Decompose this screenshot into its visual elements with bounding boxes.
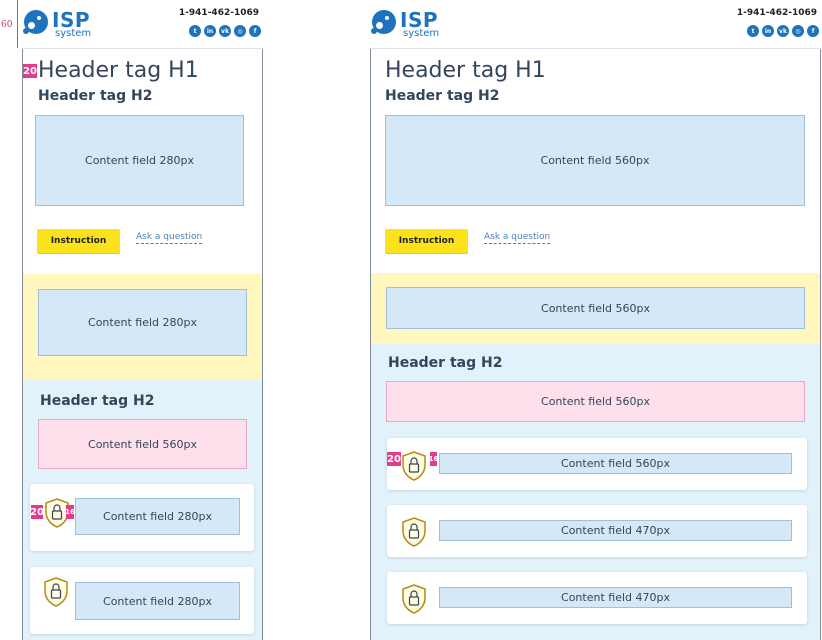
facebook-icon[interactable]: f [807, 25, 819, 37]
content-field: Content field 280px [75, 582, 240, 620]
phone-number[interactable]: 1-941-462-1069 [178, 8, 259, 18]
content-field-pink: Content field 560px [386, 381, 805, 422]
linkedin-icon[interactable]: in [204, 25, 216, 37]
section-title: Header tag H2 [40, 393, 155, 409]
content-field-pink: Content field 560px [38, 419, 247, 469]
feature-card: Content field 470px [387, 505, 807, 557]
page-subtitle: Header tag H2 [38, 88, 153, 104]
yellow-section: Content field 560px [371, 273, 820, 344]
site-header: ISP system 1-941-462-1069 t in vk ◎ f [22, 0, 263, 49]
content-field: Content field 470px [439, 587, 792, 608]
facebook-icon[interactable]: f [249, 25, 261, 37]
content-field: Content field 280px [38, 289, 247, 356]
desktop-mockup: ISP system 1-941-462-1069 t in vk ◎ f He… [370, 0, 821, 640]
instagram-icon[interactable]: ◎ [234, 25, 246, 37]
spacing-tag: 20 [23, 64, 37, 78]
lock-shield-icon [44, 577, 68, 607]
content-field: Content field 280px [75, 498, 240, 535]
twitter-icon[interactable]: t [747, 25, 759, 37]
page-subtitle: Header tag H2 [385, 88, 500, 104]
blue-section: Header tag H2 Content field 560px 20 16 … [371, 344, 820, 640]
feature-card: Content field 470px [387, 572, 807, 624]
instruction-button[interactable]: Instruction [385, 229, 468, 253]
vk-icon[interactable]: vk [777, 25, 789, 37]
linkedin-icon[interactable]: in [762, 25, 774, 37]
page-title: Header tag H1 [38, 58, 199, 83]
content-field: Content field 470px [439, 520, 792, 541]
site-header: ISP system 1-941-462-1069 t in vk ◎ f [370, 0, 821, 49]
lock-shield-icon [402, 517, 426, 547]
content-field: Content field 280px [35, 115, 244, 206]
twitter-icon[interactable]: t [189, 25, 201, 37]
header-height-line [17, 0, 18, 48]
yellow-section: Content field 280px [23, 274, 262, 379]
ask-question-link[interactable]: Ask a question [136, 232, 203, 244]
section-title: Header tag H2 [388, 355, 503, 371]
header-height-label: 60 [1, 20, 13, 30]
blue-section: Header tag H2 Content field 560px 20 16 … [23, 379, 262, 640]
content-field: Content field 560px [385, 115, 805, 206]
instagram-icon[interactable]: ◎ [792, 25, 804, 37]
social-links: t in vk ◎ f [189, 25, 261, 37]
feature-card: Content field 280px [30, 567, 254, 634]
lock-shield-icon [402, 584, 426, 614]
feature-card: 20 16 Content field 560px [387, 438, 807, 490]
content-field: Content field 560px [386, 287, 805, 329]
lock-shield-icon [402, 451, 426, 481]
isp-logo[interactable]: ISP system [371, 8, 442, 40]
vk-icon[interactable]: vk [219, 25, 231, 37]
isp-logo[interactable]: ISP system [23, 8, 94, 40]
feature-card: 20 16 Content field 280px [30, 484, 254, 551]
social-links: t in vk ◎ f [747, 25, 819, 37]
spacing-tag: 20 [387, 452, 401, 466]
spacing-tag: 20 [30, 505, 44, 519]
content-field: Content field 560px [439, 453, 792, 474]
spacing-tag: 16 [429, 452, 438, 466]
mobile-mockup: ISP system 1-941-462-1069 t in vk ◎ f 20… [22, 0, 263, 640]
page-title: Header tag H1 [385, 58, 546, 83]
ask-question-link[interactable]: Ask a question [484, 232, 551, 244]
spacing-tag: 16 [65, 505, 75, 519]
phone-number[interactable]: 1-941-462-1069 [736, 8, 817, 18]
instruction-button[interactable]: Instruction [37, 229, 120, 253]
